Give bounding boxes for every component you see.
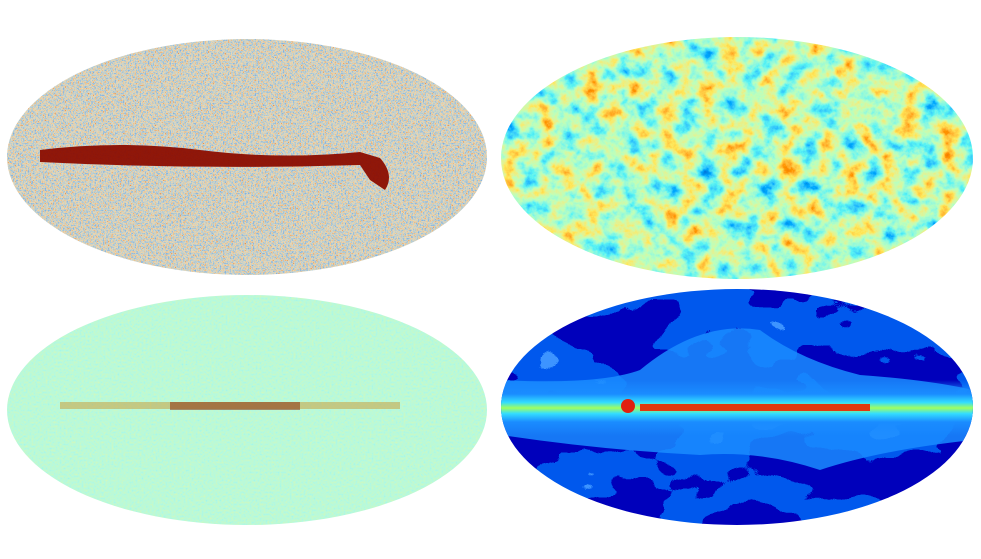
galactic-plane bbox=[40, 145, 389, 190]
galactic-plane bbox=[640, 404, 870, 411]
bright-source bbox=[621, 399, 635, 413]
sky-map-bottom-left bbox=[7, 295, 487, 525]
sky-map-top-right bbox=[501, 37, 973, 279]
sky-map-top-left bbox=[7, 39, 487, 275]
sky-map-bottom-right bbox=[501, 289, 973, 525]
cmb-texture bbox=[501, 37, 973, 279]
galactic-center bbox=[170, 402, 300, 410]
